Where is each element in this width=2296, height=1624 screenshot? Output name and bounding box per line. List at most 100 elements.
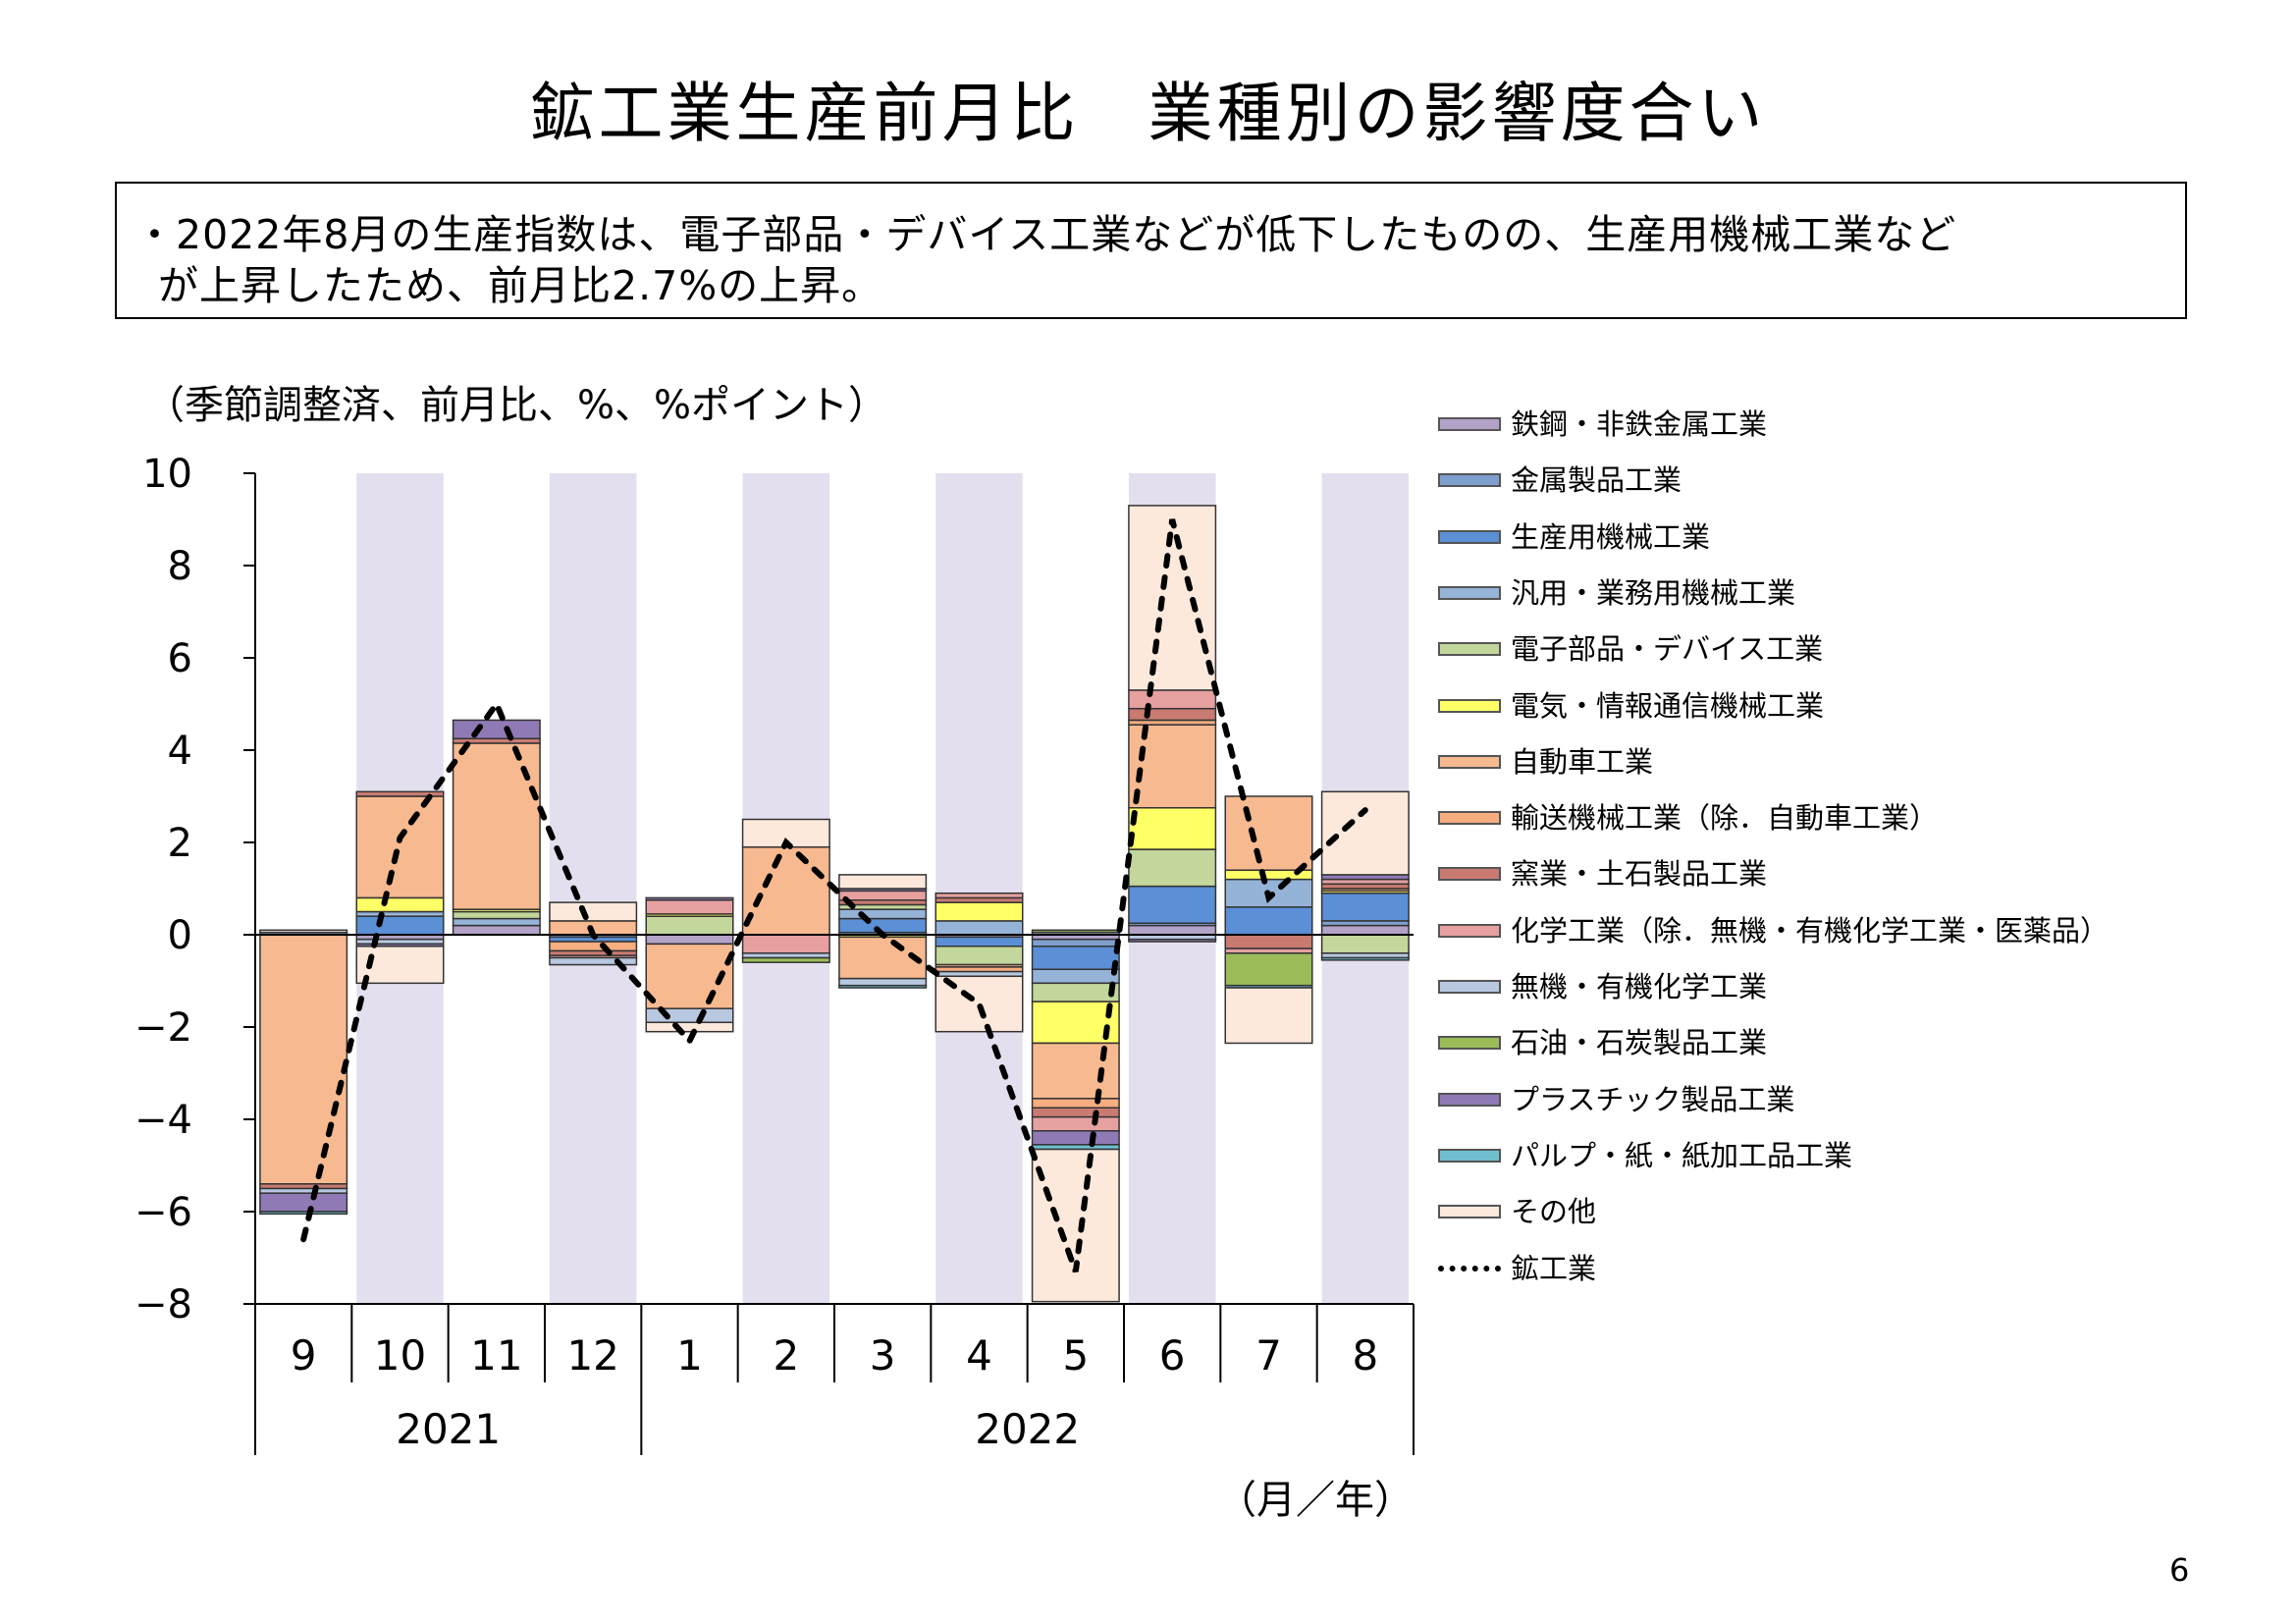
y-tick-label: 0 bbox=[168, 913, 192, 958]
bar-segment bbox=[1031, 982, 1120, 1002]
bar-segment bbox=[1128, 924, 1217, 936]
x-tick-label: 5 bbox=[1062, 1331, 1089, 1380]
bar-segment bbox=[838, 984, 928, 989]
bar-segment bbox=[452, 719, 541, 740]
shade-band bbox=[935, 473, 1023, 1304]
legend-dash bbox=[1438, 1265, 1501, 1272]
legend-swatch bbox=[1438, 754, 1501, 769]
bar-segment bbox=[838, 890, 928, 901]
bar-segment bbox=[741, 934, 830, 954]
bar-segment bbox=[1031, 968, 1120, 985]
y-tick-label: 10 bbox=[142, 452, 192, 497]
bar-segment bbox=[645, 899, 734, 915]
y-tick-label: 8 bbox=[168, 544, 192, 589]
bar-segment bbox=[549, 901, 638, 922]
legend-label: 電子部品・デバイス工業 bbox=[1511, 632, 1824, 667]
bar-segment bbox=[934, 892, 1024, 899]
x-tick-label: 8 bbox=[1352, 1331, 1378, 1380]
bar-segment bbox=[355, 795, 445, 899]
legend-label: 窯業・土石製品工業 bbox=[1511, 857, 1768, 892]
bar-segment bbox=[645, 1021, 734, 1033]
bar-segment bbox=[1031, 1130, 1120, 1146]
shade-band bbox=[549, 473, 637, 1304]
legend-label: 無機・有機化学工業 bbox=[1511, 970, 1768, 1003]
y-tick-label: −2 bbox=[134, 1005, 192, 1051]
bar-segment bbox=[259, 1211, 348, 1216]
page-title: 鉱工業生産前月比 業種別の影響度合い bbox=[529, 76, 1767, 151]
legend-label: 輸送機械工業（除．自動車工業） bbox=[1511, 801, 1939, 836]
bar-segment bbox=[549, 941, 638, 952]
x-tick-label: 4 bbox=[966, 1331, 992, 1380]
bar-segment bbox=[452, 742, 541, 910]
bar-segment bbox=[1320, 892, 1410, 922]
bar-segment bbox=[259, 1192, 348, 1213]
y-tick-label: 6 bbox=[168, 636, 192, 681]
bar-segment bbox=[1128, 707, 1217, 722]
bar-segment bbox=[838, 977, 928, 987]
y-tick-label: 2 bbox=[168, 821, 192, 866]
bar-segment bbox=[1031, 938, 1120, 947]
bar-segment bbox=[645, 896, 734, 901]
bar-segment bbox=[1031, 1098, 1120, 1109]
bar-segment bbox=[355, 896, 445, 913]
bar-segment bbox=[259, 934, 348, 1185]
legend-label: 自動車工業 bbox=[1511, 744, 1654, 779]
bar-segment bbox=[452, 910, 541, 920]
bar-segment bbox=[1224, 795, 1313, 871]
bar-segment bbox=[1128, 938, 1217, 943]
legend-swatch bbox=[1438, 698, 1501, 713]
legend-swatch bbox=[1438, 1036, 1501, 1051]
x-tick-label: 6 bbox=[1159, 1331, 1186, 1380]
legend-swatch bbox=[1438, 980, 1501, 994]
bar-segment bbox=[1224, 987, 1313, 1045]
bar-segment bbox=[934, 901, 1024, 922]
bar-segment bbox=[934, 946, 1024, 966]
bar-segment bbox=[838, 908, 928, 920]
legend-swatch bbox=[1438, 811, 1501, 826]
summary-line-1: ・2022年8月の生産指数は、電子部品・デバイス工業などが低下したものの、生産用… bbox=[134, 211, 1957, 258]
bar-segment bbox=[1031, 929, 1120, 934]
legend-swatch bbox=[1438, 642, 1501, 657]
x-tick-label: 1 bbox=[676, 1331, 703, 1380]
bar-segment bbox=[1320, 924, 1410, 936]
legend-label: 鉱工業 bbox=[1511, 1251, 1597, 1285]
legend-label: プラスチック製品工業 bbox=[1511, 1082, 1795, 1116]
bar-segment bbox=[1320, 956, 1410, 961]
bar-segment bbox=[741, 956, 830, 963]
bar-segment bbox=[1224, 906, 1313, 936]
bar-segment bbox=[1031, 1115, 1120, 1132]
x-tick-label: 3 bbox=[870, 1331, 896, 1380]
bar-segment bbox=[838, 917, 928, 934]
legend-swatch bbox=[1438, 417, 1501, 431]
legend-swatch bbox=[1438, 529, 1501, 544]
summary-box: ・2022年8月の生産指数は、電子部品・デバイス工業などが低下したものの、生産用… bbox=[115, 182, 2187, 319]
bar-segment bbox=[1128, 885, 1217, 925]
y-tick-label: −6 bbox=[134, 1190, 192, 1235]
bar-segment bbox=[452, 917, 541, 927]
total-line bbox=[300, 518, 1368, 1273]
bar-segment bbox=[1224, 952, 1313, 987]
legend-label: 化学工業（除．無機・有機化学工業・医薬品） bbox=[1511, 913, 2109, 947]
bar-segment bbox=[549, 956, 638, 966]
x-tick-label: 12 bbox=[566, 1331, 618, 1380]
legend-swatch bbox=[1438, 585, 1501, 600]
year-label: 2021 bbox=[396, 1405, 501, 1453]
legend-label: 石油・石炭製品工業 bbox=[1511, 1026, 1768, 1060]
bar-segment bbox=[1320, 934, 1410, 954]
bar-segment bbox=[1128, 689, 1217, 710]
bar-segment bbox=[1031, 946, 1120, 970]
bar-segment bbox=[1031, 1148, 1120, 1303]
legend-swatch bbox=[1438, 1092, 1501, 1107]
bar-segment bbox=[934, 936, 1024, 947]
total-line-path bbox=[300, 518, 1368, 1273]
page-number: 6 bbox=[2169, 1551, 2190, 1589]
legend-swatch bbox=[1438, 473, 1501, 488]
legend-swatch bbox=[1438, 1205, 1501, 1219]
x-tick-label: 9 bbox=[291, 1331, 317, 1380]
axes bbox=[243, 472, 1415, 1455]
bar-segment bbox=[355, 915, 445, 936]
bar-segment bbox=[355, 790, 445, 797]
legend-label: 汎用・業務用機械工業 bbox=[1511, 575, 1796, 610]
legend-label: 金属製品工業 bbox=[1511, 463, 1682, 498]
